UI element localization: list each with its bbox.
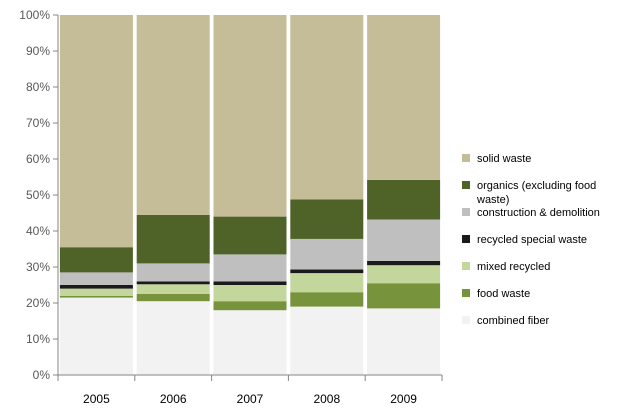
- y-tick-label: 20%: [26, 296, 50, 310]
- legend-swatch-organics-excluding-food-waste-: [462, 181, 470, 189]
- legend-label-construction-demolition: construction & demolition: [477, 207, 600, 219]
- legend-swatch-mixed-recycled: [462, 262, 470, 270]
- y-tick-label: 70%: [26, 116, 50, 130]
- bar-segment-2006-food-waste: [136, 294, 210, 302]
- bar-segment-2008-mixed-recycled: [290, 273, 364, 293]
- bar-segment-2008-solid-waste: [290, 15, 364, 200]
- x-tick-label: 2009: [390, 392, 417, 406]
- y-tick-label: 80%: [26, 80, 50, 94]
- bar-segment-2009-construction-demolition: [367, 219, 441, 261]
- y-tick-label: 0%: [33, 368, 51, 382]
- x-tick-label: 2008: [313, 392, 340, 406]
- bars-layer: [59, 15, 441, 375]
- bar-segment-2006-mixed-recycled: [136, 284, 210, 294]
- bar-segment-2007-mixed-recycled: [213, 285, 287, 302]
- bar-segment-2009-solid-waste: [367, 15, 441, 180]
- bar-segment-2007-recycled-special-waste: [213, 281, 287, 285]
- axes: 0% 10% 20% 30% 40% 50% 60% 70% 80% 90% 100% 2005 200…: [19, 8, 443, 406]
- legend-swatch-food-waste: [462, 289, 470, 297]
- legend: solid waste organics (excluding food waste…: [462, 153, 600, 327]
- bar-segment-2008-organics-excluding-food-waste-: [290, 199, 364, 239]
- legend-label-food-waste: food waste: [477, 288, 530, 300]
- bar-segment-2007-construction-demolition: [213, 254, 287, 282]
- bar-segment-2005-combined-fiber: [59, 297, 133, 375]
- bar-segment-2008-recycled-special-waste: [290, 269, 364, 274]
- bar-segment-2005-organics-excluding-food-waste-: [59, 247, 133, 273]
- legend-swatch-construction-demolition: [462, 208, 470, 216]
- y-tick-label: 50%: [26, 188, 50, 202]
- bar-segment-2009-food-waste: [367, 283, 441, 309]
- legend-swatch-combined-fiber: [462, 316, 470, 324]
- legend-label-organics-excluding-food-waste-: organics (excluding food waste): [476, 180, 596, 206]
- bar-segment-2007-solid-waste: [213, 15, 287, 217]
- y-tick-label: 40%: [26, 224, 50, 238]
- legend-swatch-solid-waste: [462, 154, 470, 162]
- bar-segment-2006-organics-excluding-food-waste-: [136, 214, 210, 264]
- legend-swatch-recycled-special-waste: [462, 235, 470, 243]
- bar-segment-2009-organics-excluding-food-waste-: [367, 179, 441, 220]
- bar-segment-2008-food-waste: [290, 292, 364, 307]
- bar-segment-2009-recycled-special-waste: [367, 260, 441, 266]
- legend-label-solid-waste: solid waste: [477, 153, 531, 165]
- legend-label-mixed-recycled: mixed recycled: [477, 261, 550, 273]
- bar-segment-2006-combined-fiber: [136, 301, 210, 375]
- bar-segment-2005-food-waste: [59, 295, 133, 298]
- legend-label-recycled-special-waste: recycled special waste: [477, 234, 587, 246]
- bar-segment-2006-solid-waste: [136, 15, 210, 215]
- bar-segment-2005-mixed-recycled: [59, 288, 133, 296]
- bar-segment-2005-recycled-special-waste: [59, 285, 133, 289]
- bar-segment-2006-recycled-special-waste: [136, 281, 210, 285]
- x-tick-label: 2006: [160, 392, 187, 406]
- bar-segment-2007-food-waste: [213, 301, 287, 311]
- bar-segment-2007-organics-excluding-food-waste-: [213, 216, 287, 255]
- y-tick-label: 30%: [26, 260, 50, 274]
- x-tick-label: 2007: [237, 392, 264, 406]
- bar-segment-2009-mixed-recycled: [367, 265, 441, 284]
- y-tick-label: 60%: [26, 152, 50, 166]
- y-tick-label: 90%: [26, 44, 50, 58]
- x-tick-label: 2005: [83, 392, 110, 406]
- bar-segment-2006-construction-demolition: [136, 263, 210, 282]
- bar-segment-2005-solid-waste: [59, 15, 133, 248]
- y-tick-label: 10%: [26, 332, 50, 346]
- bar-segment-2005-construction-demolition: [59, 272, 133, 285]
- bar-segment-2009-combined-fiber: [367, 308, 441, 375]
- bar-segment-2008-construction-demolition: [290, 238, 364, 270]
- bar-segment-2008-combined-fiber: [290, 306, 364, 375]
- legend-label-combined-fiber: combined fiber: [477, 315, 549, 327]
- bar-segment-2007-combined-fiber: [213, 310, 287, 375]
- y-tick-label: 100%: [19, 8, 50, 22]
